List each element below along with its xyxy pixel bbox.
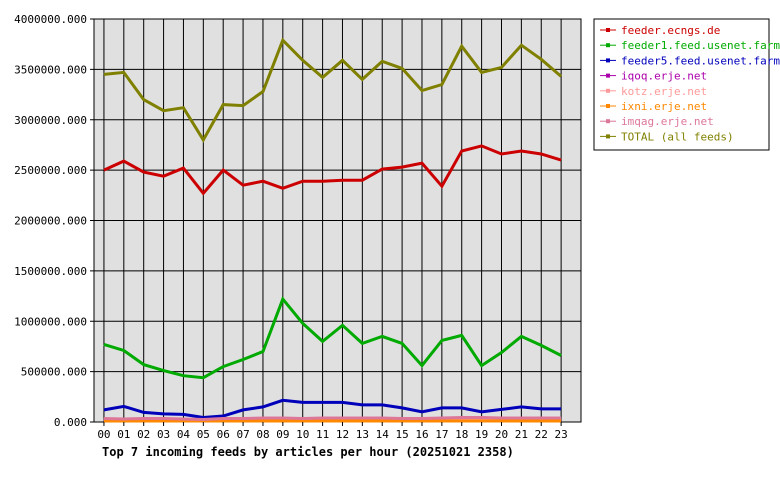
legend-label: TOTAL (all feeds) <box>621 130 734 143</box>
x-tick-label: 23 <box>554 428 567 441</box>
series-line <box>103 398 562 420</box>
y-tick-label: 1500000.000 <box>14 265 87 278</box>
legend-label: feeder1.feed.usenet.farm <box>621 39 780 52</box>
x-tick-label: 06 <box>217 428 230 441</box>
x-axis-ticks: 00 01 02 03 04 05 06 07 08 09 10 11 12 13 14 15 16 17 18 19… <box>97 422 568 441</box>
x-tick-label: 22 <box>535 428 548 441</box>
x-tick-label: 03 <box>157 428 170 441</box>
x-tick-label: 01 <box>117 428 130 441</box>
x-tick-label: 11 <box>316 428 329 441</box>
x-tick-label: 15 <box>395 428 408 441</box>
x-tick-label: 12 <box>336 428 349 441</box>
y-tick-label: 2500000.000 <box>14 164 87 177</box>
y-tick-label: 3500000.000 <box>14 63 87 76</box>
x-tick-label: 09 <box>276 428 289 441</box>
legend-label: imqag.erje.net <box>621 115 714 128</box>
legend-swatch-marker <box>606 119 610 124</box>
legend-swatch-marker <box>606 28 610 32</box>
legend-label: ixni.erje.net <box>621 100 707 113</box>
legend-swatch-marker <box>606 58 610 63</box>
x-tick-label: 16 <box>415 428 428 441</box>
legend-label: iqoq.erje.net <box>621 70 707 83</box>
y-tick-label: 1000000.000 <box>14 315 87 328</box>
legend-swatch-marker <box>606 88 610 93</box>
x-tick-label: 08 <box>256 428 269 441</box>
x-tick-label: 14 <box>376 428 390 441</box>
x-tick-label: 21 <box>515 428 528 441</box>
series-line <box>103 37 563 143</box>
y-tick-label: 4000000.000 <box>14 13 87 26</box>
legend-label: kotz.erje.net <box>621 85 707 98</box>
x-tick-label: 02 <box>137 428 150 441</box>
series-line <box>103 296 562 380</box>
legend-swatch-marker <box>606 134 610 139</box>
x-tick-label: 00 <box>97 428 110 441</box>
x-tick-label: 19 <box>475 428 488 441</box>
y-tick-label: 0.000 <box>54 416 87 429</box>
legend: feeder.ecngs.de feeder1.feed.usenet.farm f… <box>600 24 780 143</box>
series-lines <box>103 37 563 423</box>
legend-swatch-marker <box>606 73 610 78</box>
x-tick-label: 17 <box>435 428 448 441</box>
x-tick-label: 07 <box>236 428 249 441</box>
y-tick-label: 500000.000 <box>21 366 87 379</box>
series-line <box>103 144 562 196</box>
legend-swatch-marker <box>606 43 610 48</box>
legend-label: feeder5.feed.usenet.farm <box>621 54 780 67</box>
x-tick-label: 13 <box>356 428 369 441</box>
y-axis-ticks: 0.000 500000.000 1000000.000 1500000.000 200… <box>14 13 94 429</box>
y-tick-label: 3000000.000 <box>14 114 87 127</box>
x-tick-label: 20 <box>495 428 508 441</box>
legend-box <box>593 18 770 151</box>
x-tick-label: 05 <box>197 428 210 441</box>
grid <box>94 19 581 422</box>
y-tick-label: 2000000.000 <box>14 215 87 228</box>
x-tick-label: 04 <box>177 428 191 441</box>
legend-label: feeder.ecngs.de <box>621 24 720 37</box>
legend-swatch-marker <box>606 104 610 108</box>
series-line <box>103 416 562 422</box>
chart-title: Top 7 incoming feeds by articles per hou… <box>102 445 514 459</box>
x-tick-label: 18 <box>455 428 468 441</box>
x-tick-label: 10 <box>296 428 309 441</box>
